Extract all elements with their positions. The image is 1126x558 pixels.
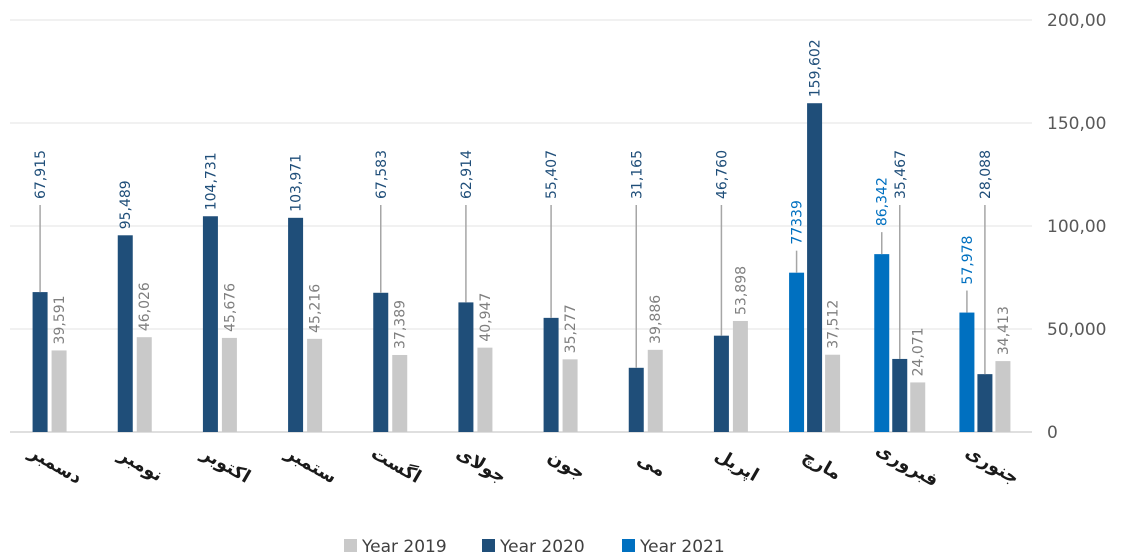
bar-year-2020 [32,292,48,432]
bar-year-2019 [307,338,323,432]
data-label: 159,602 [808,39,824,97]
data-label: 62,914 [459,150,475,199]
x-tick-label: مارچ [799,446,845,485]
bar-year-2019 [392,354,408,432]
data-label: 45,676 [222,283,238,332]
gridlines [10,19,1032,433]
legend-swatch [482,539,495,552]
legend: Year 2019 Year 2020 Year 2021 [344,537,725,557]
x-tick-label: جولای [452,443,509,488]
data-label: 39,591 [52,295,68,344]
bar-year-2021 [789,272,805,432]
data-labels: 67,915 39,591 95,489 46,026 104,731 45,676 103… [33,39,1012,376]
y-axis: 0 50,000 100,00 150,00 200,00 [1047,11,1106,443]
bar-year-2019 [477,347,493,432]
data-label: 67,915 [33,150,49,199]
legend-swatch [344,539,357,552]
bars [32,103,1011,432]
data-label: 95,489 [118,180,134,229]
bar-year-2020 [977,374,993,432]
x-tick-label: می [634,449,670,482]
x-tick-label: اکتوبر [196,442,253,487]
data-label: 55,407 [544,150,560,199]
bar-year-2020 [543,317,559,432]
data-label: 37,512 [826,300,842,349]
bar-year-2020 [713,335,729,432]
bar-year-2019 [732,320,748,432]
bar-year-2019 [910,382,926,432]
bar-year-2020 [628,367,644,432]
bar-year-2020 [892,358,908,432]
bar-year-2021 [959,312,975,432]
x-tick-label: جنوری [962,442,1023,489]
data-label: 45,216 [308,284,324,333]
data-label: 46,760 [714,150,730,199]
data-label: 46,026 [137,282,153,331]
x-tick-label: فبروری [872,439,942,491]
data-label: 67,583 [374,150,390,199]
data-label: 28,088 [978,150,994,199]
legend-swatch [622,539,635,552]
data-label: 37,389 [393,300,409,349]
x-tick-label: دسمبر [24,441,85,488]
x-tick-label: ستمبر [281,442,341,489]
bar-year-2019 [647,349,663,432]
bar-year-2020 [807,103,823,432]
data-label: 40,947 [478,293,494,342]
data-label: 31,165 [629,150,645,199]
legend-label: Year 2020 [499,537,585,557]
bar-year-2020 [202,216,218,432]
data-label: 86,342 [875,177,891,226]
x-tick-label: اگست [367,442,425,488]
legend-label: Year 2021 [639,537,725,557]
y-tick-label: 0 [1047,423,1058,443]
data-label: 39,886 [648,295,664,344]
data-label: 35,277 [563,304,579,353]
y-tick-label: 150,00 [1047,114,1106,134]
data-label: 34,413 [996,306,1012,355]
bar-year-2020 [373,292,389,432]
bar-year-2019 [825,354,841,432]
x-tick-label: جون [544,446,589,484]
y-tick-label: 100,00 [1047,217,1106,237]
x-tick-label: نومبر [114,444,167,487]
legend-label: Year 2019 [361,537,447,557]
bar-year-2019 [136,337,152,432]
y-tick-label: 50,000 [1047,320,1106,340]
data-label: 104,731 [203,152,219,210]
bar-year-2020 [117,235,133,432]
bar-year-2019 [221,337,237,432]
data-label: 24,071 [911,327,927,376]
leader-lines [39,205,986,375]
bar-year-2019 [562,359,578,432]
bar-year-2020 [458,302,474,432]
x-tick-label: اپریل [711,444,762,486]
data-label: 35,467 [893,150,909,199]
x-axis: دسمبر نومبر اکتوبر ستمبر اگست جولای جون می اپریل… [24,439,1022,491]
bar-year-2021 [874,254,890,432]
data-label: 77339 [790,200,806,245]
y-tick-label: 200,00 [1047,11,1106,31]
bar-year-2019 [995,361,1011,432]
data-label: 103,971 [289,154,305,212]
bar-year-2019 [51,350,67,432]
bar-year-2020 [288,217,304,432]
data-label: 57,978 [960,236,976,285]
data-label: 53,898 [733,266,749,315]
